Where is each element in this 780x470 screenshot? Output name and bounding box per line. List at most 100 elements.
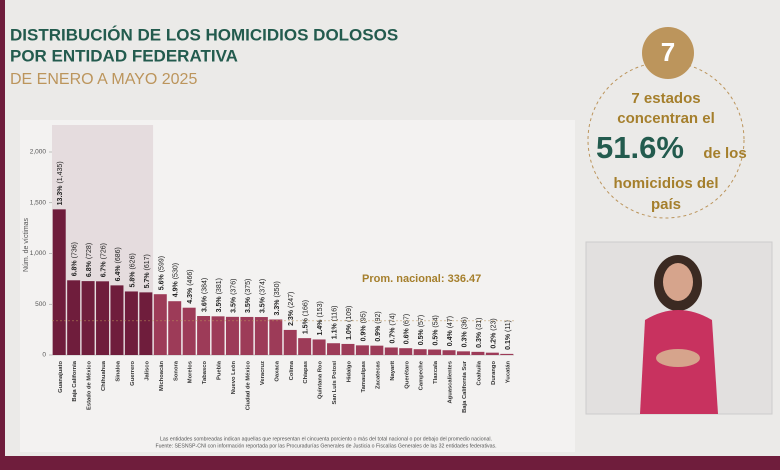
footnote: Fuente: SESNSP-CNI con información repor… — [155, 443, 496, 449]
bar — [485, 352, 499, 355]
value-label: (153) — [317, 301, 324, 317]
value-label: (466) — [187, 269, 194, 285]
bar — [254, 317, 268, 355]
x-tick-label: Nayarit — [390, 361, 396, 381]
face — [663, 263, 693, 301]
x-tick-label: Jalisco — [144, 361, 150, 381]
value-label: (54) — [432, 315, 439, 327]
percent-label: 0.9% — [375, 325, 382, 342]
y-tick-label: 0 — [42, 352, 46, 359]
average-label: Prom. nacional: 336.47 — [362, 273, 481, 285]
bar — [428, 349, 442, 355]
x-tick-label: Durango — [491, 361, 497, 385]
percent-label: 0.2% — [490, 332, 497, 349]
callout-big: 51.6% — [596, 130, 684, 165]
side-band — [0, 0, 5, 470]
value-label: (736) — [72, 242, 79, 258]
data-label: 0.9% (95) — [360, 311, 367, 341]
value-label: (374) — [259, 279, 266, 295]
x-tick-label: Nuevo León — [231, 361, 237, 395]
bar — [67, 280, 81, 355]
value-label: (11) — [505, 320, 512, 332]
x-tick-label: Yucatán — [505, 361, 511, 384]
data-label: 3.5% (375) — [245, 279, 252, 313]
value-label: (726) — [100, 243, 107, 259]
data-label: 0.7% (74) — [389, 313, 396, 343]
x-tick-label: Quintana Roo — [318, 361, 324, 399]
x-tick-label: Hidalgo — [347, 361, 353, 383]
x-tick-label: Ciudad de México — [245, 361, 251, 411]
percent-label: 0.5% — [418, 328, 425, 345]
data-label: 3.5% (374) — [259, 279, 266, 313]
percent-label: 0.1% — [505, 333, 512, 350]
data-label: 6.4% (686) — [115, 247, 122, 281]
hands — [656, 349, 700, 367]
percent-label: 5.8% — [129, 271, 136, 288]
x-tick-label: Coahuila — [476, 360, 482, 385]
bar — [153, 294, 167, 355]
y-tick-label: 500 — [35, 301, 46, 308]
value-label: (728) — [86, 243, 93, 259]
average-text: Prom. nacional: — [362, 273, 445, 285]
x-tick-label: Puebla — [217, 360, 223, 380]
average-value: 336.47 — [448, 273, 482, 285]
percent-label: 0.4% — [447, 329, 454, 346]
data-label: 6.8% (728) — [86, 243, 93, 277]
bar — [341, 343, 355, 355]
data-label: 0.4% (47) — [447, 316, 454, 346]
data-label: 5.8% (626) — [129, 253, 136, 287]
x-tick-label: Veracruz — [260, 361, 266, 385]
percent-label: 3.5% — [259, 296, 266, 313]
x-tick-label: Aguascalientes — [448, 361, 454, 404]
bar — [413, 349, 427, 355]
value-label: (375) — [245, 279, 252, 295]
x-tick-label: Chihuahua — [101, 360, 107, 391]
percent-label: 6.8% — [72, 260, 79, 277]
value-label: (166) — [303, 300, 310, 316]
value-label: (350) — [274, 281, 281, 297]
value-label: (74) — [389, 313, 396, 325]
x-tick-label: Sonora — [173, 360, 179, 381]
y-tick-label: 1,000 — [30, 250, 47, 257]
data-label: 3.5% (376) — [230, 279, 237, 313]
subtitle: DE ENERO A MAYO 2025 — [10, 71, 197, 88]
percent-label: 1.1% — [331, 322, 338, 339]
data-label: 6.7% (726) — [100, 243, 107, 277]
bar — [456, 351, 470, 355]
percent-label: 3.5% — [245, 296, 252, 313]
data-label: 1.0% (109) — [346, 306, 353, 340]
x-tick-label: Sinaloa — [116, 360, 122, 381]
percent-label: 2.3% — [288, 309, 295, 326]
percent-label: 0.3% — [461, 331, 468, 348]
data-label: 2.3% (247) — [288, 292, 295, 326]
x-tick-label: Guanajuato — [58, 361, 64, 393]
value-label: (95) — [360, 311, 367, 323]
data-label: 5.7% (617) — [144, 254, 151, 288]
title-line: POR ENTIDAD FEDERATIVA — [10, 46, 238, 65]
x-tick-label: Baja California — [72, 360, 78, 401]
percent-label: 6.7% — [100, 261, 107, 278]
percent-label: 0.7% — [389, 327, 396, 344]
data-label: 1.1% (116) — [331, 305, 338, 339]
bar — [52, 209, 66, 355]
data-label: 6.8% (736) — [72, 242, 79, 276]
data-label: 1.4% (153) — [317, 301, 324, 335]
data-label: 3.3% (350) — [274, 281, 281, 315]
title-line: DISTRIBUCIÓN DE LOS HOMICIDIOS DOLOSOS — [10, 25, 398, 44]
value-label: (376) — [230, 279, 237, 295]
data-label: 0.5% (54) — [432, 315, 439, 345]
data-label: 4.9% (530) — [173, 263, 180, 297]
x-tick-label: Morelos — [188, 361, 194, 383]
percent-label: 13.3% — [57, 185, 64, 206]
bar — [355, 345, 369, 355]
value-label: (92) — [375, 311, 382, 323]
value-label: (530) — [173, 263, 180, 279]
value-label: (599) — [158, 256, 165, 272]
value-label: (1,435) — [57, 161, 64, 183]
percent-label: 3.3% — [274, 299, 281, 316]
percent-label: 4.9% — [173, 280, 180, 297]
percent-label: 3.5% — [230, 296, 237, 313]
bar — [312, 339, 326, 355]
